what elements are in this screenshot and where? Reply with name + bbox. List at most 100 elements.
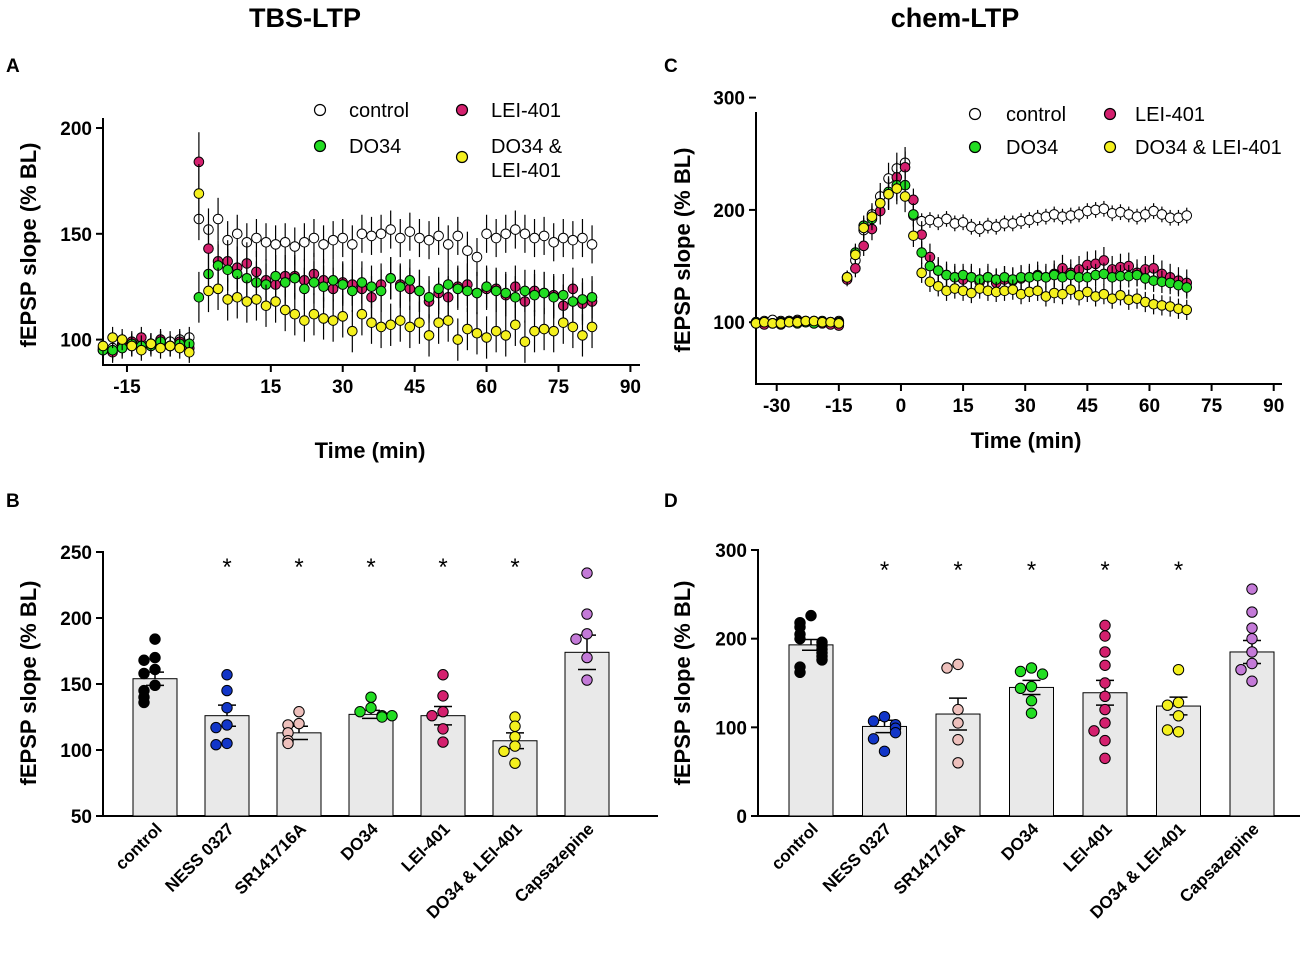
data-point: [138, 654, 150, 666]
category-label: control: [112, 819, 166, 873]
panel-a-plot-area: 100 150 200 -15 15 30 45 60 75 90: [60, 118, 641, 398]
data-point: [462, 285, 473, 297]
panel-a-y-axis-label: fEPSP slope (% BL): [16, 143, 41, 348]
x-tick-label: 30: [332, 377, 353, 398]
data-point: [1099, 646, 1111, 658]
data-point: [293, 717, 305, 730]
category-label: SR141716A: [890, 819, 969, 898]
data-point: [462, 245, 473, 257]
panel-d-y-axis-label: fEPSP slope (% BL): [670, 581, 695, 786]
data-point: [414, 317, 425, 328]
data-point: [356, 228, 368, 240]
data-point: [916, 247, 927, 258]
y-tick-label: 200: [60, 609, 92, 630]
data-point: [289, 272, 301, 284]
data-point: [952, 703, 964, 716]
data-point: [414, 285, 425, 297]
data-point: [221, 684, 233, 697]
significance-star: *: [1100, 557, 1109, 584]
category-label: Capsazepine: [1176, 819, 1263, 906]
data-point: [442, 239, 454, 250]
data-point: [500, 287, 512, 299]
data-point: [221, 702, 233, 714]
data-point: [1099, 690, 1111, 702]
data-point: [365, 702, 377, 714]
data-point: [1065, 284, 1077, 295]
data-point: [149, 633, 161, 645]
data-point: [498, 745, 510, 758]
data-point: [581, 651, 593, 664]
data-point: [356, 308, 368, 320]
data-point: [221, 719, 233, 731]
data-point: [136, 344, 147, 356]
data-point: [1099, 703, 1111, 716]
x-tick-label: 60: [476, 377, 497, 398]
data-point: [874, 197, 886, 209]
legend-marker-do34: [313, 139, 327, 153]
data-point: [1246, 632, 1258, 645]
y-tick-label: 150: [60, 675, 92, 696]
data-point: [1246, 622, 1258, 634]
data-point: [221, 737, 233, 750]
data-point: [365, 691, 377, 703]
significance-star: *: [510, 554, 519, 581]
data-point: [1172, 710, 1185, 722]
data-point: [270, 296, 281, 307]
series-do34-lei-401: [97, 163, 598, 363]
data-point: [116, 334, 128, 345]
data-point: [557, 232, 569, 244]
data-point: [1014, 682, 1027, 695]
x-tick-label: 15: [260, 377, 282, 398]
bar: [788, 644, 834, 817]
data-point: [878, 745, 891, 757]
data-point: [299, 236, 310, 248]
data-point: [908, 209, 919, 220]
data-point: [957, 216, 969, 228]
data-point: [500, 330, 512, 341]
data-point: [452, 334, 464, 345]
data-point: [1099, 717, 1111, 729]
data-point: [510, 291, 521, 303]
legend-marker-combo: [455, 150, 469, 164]
data-point: [385, 272, 396, 284]
data-point: [354, 706, 366, 718]
data-point: [279, 277, 291, 288]
y-tick-label: 300: [713, 89, 745, 110]
data-point: [308, 308, 320, 320]
data-point: [1014, 665, 1027, 678]
data-point: [203, 285, 214, 297]
data-point: [1025, 680, 1038, 693]
data-point: [97, 340, 109, 352]
data-point: [375, 285, 387, 297]
data-point: [452, 283, 464, 295]
data-point: [145, 338, 157, 350]
legend-marker-do34: [968, 140, 982, 154]
data-point: [260, 236, 272, 248]
section-title-tbs: TBS-LTP: [249, 3, 361, 33]
data-point: [567, 296, 579, 307]
data-point: [270, 239, 281, 250]
data-point: [327, 234, 339, 246]
data-point: [471, 251, 483, 263]
y-tick-label: 200: [713, 201, 745, 222]
data-point: [375, 321, 387, 333]
panel-c-x-axis-label: Time (min): [971, 428, 1082, 453]
data-point: [850, 249, 861, 261]
x-tick-label: -15: [113, 377, 141, 398]
category-label: LEI-401: [1060, 819, 1116, 875]
data-point: [138, 696, 150, 709]
panel-letter-d: D: [664, 491, 678, 512]
panel-d-plot-area: 0 100 200 300 control * NESS 0327 * SR141716A * DO…: [715, 541, 1300, 922]
data-point: [481, 228, 492, 240]
data-point: [1172, 664, 1185, 676]
data-point: [404, 321, 416, 333]
data-point: [138, 667, 150, 680]
data-point: [1099, 619, 1111, 632]
data-point: [212, 213, 224, 225]
data-point: [581, 567, 593, 579]
data-point: [509, 757, 521, 769]
data-point: [394, 281, 406, 293]
section-title-chem: chem-LTP: [891, 3, 1020, 33]
category-label: SR141716A: [231, 819, 310, 898]
category-label: DO34: [337, 819, 382, 864]
